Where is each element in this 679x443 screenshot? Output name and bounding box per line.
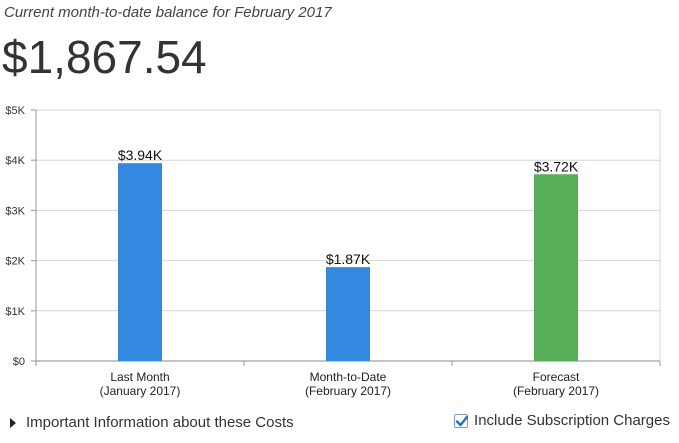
y-tick-label: $1K [5, 306, 25, 318]
caret-right-icon [10, 417, 16, 428]
bar [326, 267, 370, 361]
x-tick-label: Month-to-Date [310, 370, 387, 384]
balance-amount: $1,867.54 [2, 31, 207, 83]
y-tick-label: $3K [5, 205, 25, 217]
bar-data-label: $3.94K [118, 147, 163, 163]
x-tick-label: (January 2017) [100, 384, 181, 398]
y-tick-label: $0 [13, 356, 25, 368]
bar-data-label: $1.87K [326, 251, 371, 267]
y-tick-label: $5K [5, 105, 25, 117]
balance-subtitle: Current month-to-date balance for Februa… [4, 4, 332, 21]
y-tick-label: $4K [5, 155, 25, 167]
bar-data-label: $3.72K [534, 158, 579, 174]
y-tick-label: $2K [5, 256, 25, 268]
checkmark-icon [455, 415, 469, 426]
include-subscription-label: Include Subscription Charges [474, 412, 670, 429]
include-subscription-option[interactable]: Include Subscription Charges [454, 412, 670, 429]
x-tick-label: Last Month [110, 370, 169, 384]
important-info-toggle[interactable]: Important Information about these Costs [10, 414, 294, 431]
x-tick-label: (February 2017) [305, 384, 391, 398]
important-info-label: Important Information about these Costs [26, 414, 294, 431]
x-tick-label: (February 2017) [513, 384, 599, 398]
x-tick-label: Forecast [533, 370, 580, 384]
cost-bar-chart: $0 $1K $2K $3K $4K $5K $3.94K Last Month(Januar… [5, 105, 661, 398]
bar [534, 174, 578, 361]
bar [118, 163, 162, 361]
include-subscription-checkbox[interactable] [454, 413, 469, 428]
